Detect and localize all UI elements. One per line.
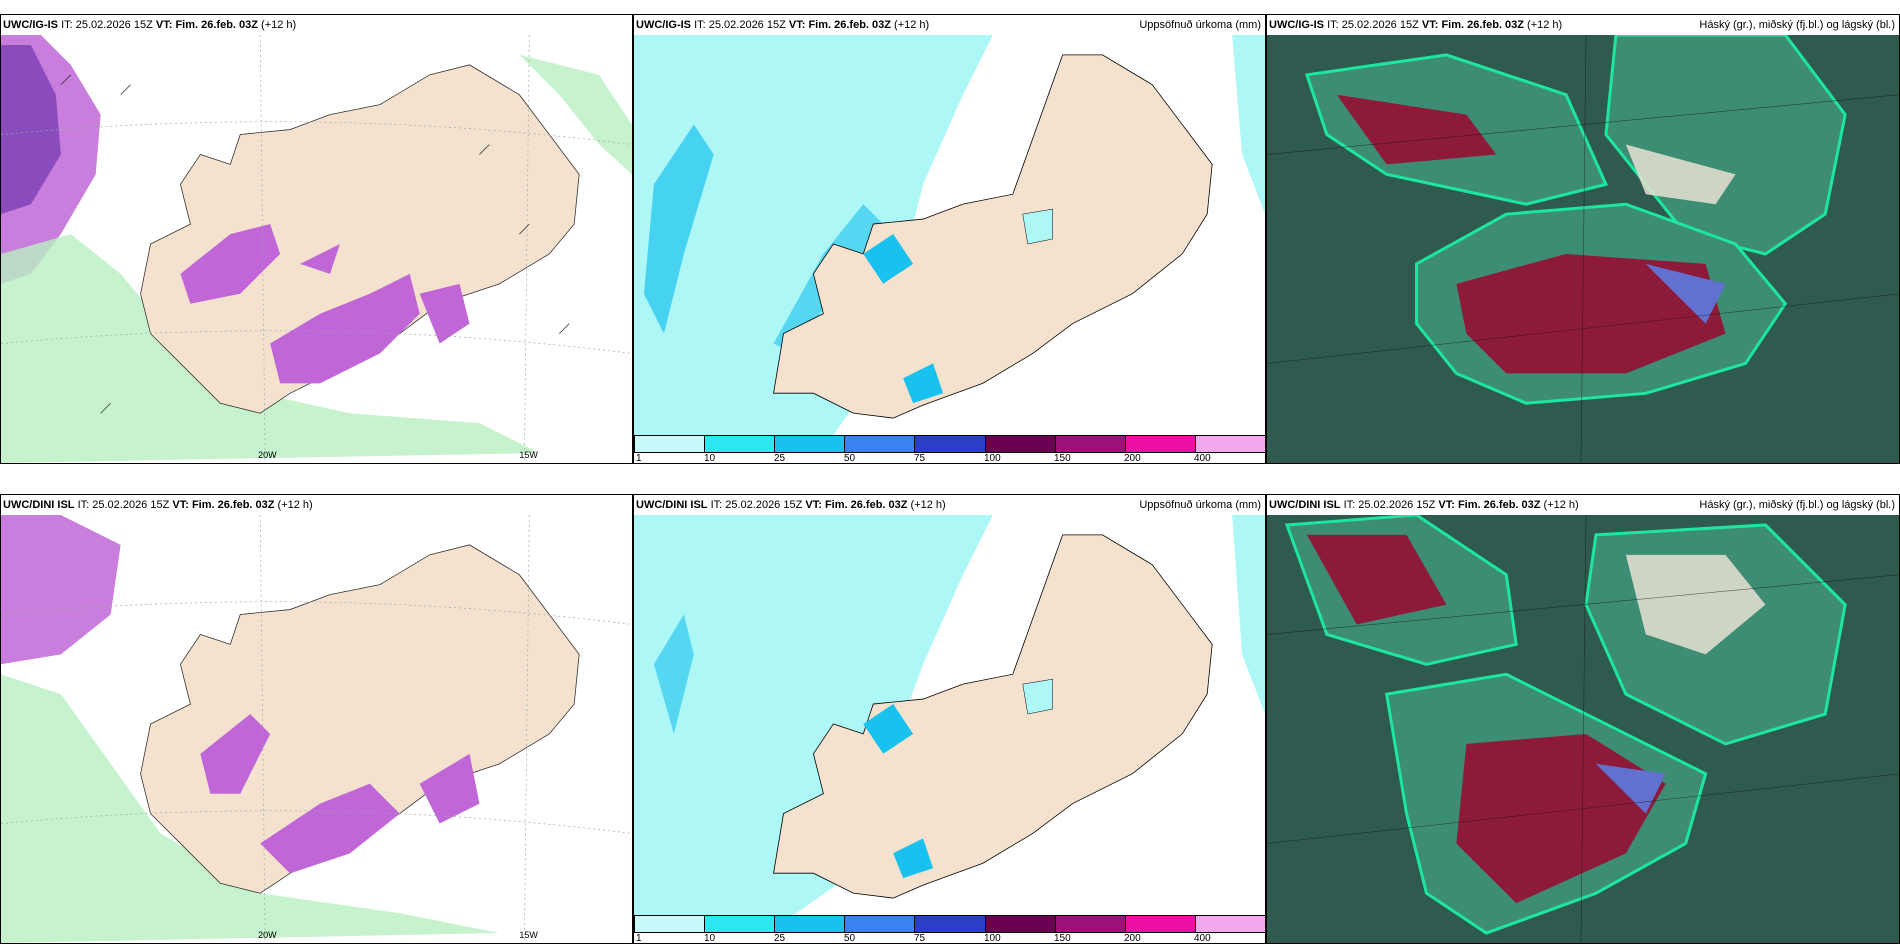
panel-header: UWC/IG-IS IT: 25.02.2026 15Z VT: Fim. 26… bbox=[634, 15, 1265, 35]
legend-tick: 75 bbox=[914, 933, 926, 944]
panel-wind-bottom: UWC/DINI ISL IT: 25.02.2026 15Z VT: Fim.… bbox=[0, 494, 633, 944]
iceland-landmass bbox=[140, 544, 580, 894]
precip-legend-bar bbox=[634, 915, 1265, 933]
legend-tick: 25 bbox=[774, 453, 786, 464]
panel-header: UWC/DINI ISL IT: 25.02.2026 15Z VT: Fim.… bbox=[1267, 495, 1899, 515]
legend-tick: 50 bbox=[844, 933, 856, 944]
legend-tick: 400 bbox=[1194, 453, 1211, 464]
panel-precip-bottom: UWC/DINI ISL IT: 25.02.2026 15Z VT: Fim.… bbox=[633, 494, 1266, 944]
cloud-map[interactable] bbox=[1267, 35, 1899, 463]
legend-tick: 100 bbox=[984, 933, 1001, 944]
panel-clouds-top: UWC/IG-IS IT: 25.02.2026 15Z VT: Fim. 26… bbox=[1266, 14, 1900, 464]
lon-label-15w: 15W bbox=[519, 450, 538, 460]
precip-map[interactable] bbox=[634, 35, 1265, 435]
panel-title: Uppsöfnuð úrkoma (mm) bbox=[1139, 19, 1261, 31]
legend-tick: 400 bbox=[1194, 933, 1211, 944]
iceland-landmass bbox=[773, 534, 1213, 899]
precip-legend-bar bbox=[634, 435, 1265, 453]
panel-precip-top: UWC/IG-IS IT: 25.02.2026 15Z VT: Fim. 26… bbox=[633, 14, 1266, 464]
legend-tick: 100 bbox=[984, 453, 1001, 464]
legend-tick: 200 bbox=[1124, 933, 1141, 944]
panel-wind-top: UWC/IG-IS IT: 25.02.2026 15Z VT: Fim. 26… bbox=[0, 14, 633, 464]
legend-tick: 10 bbox=[704, 453, 716, 464]
wind-precip-map[interactable]: 20W 15W bbox=[1, 515, 632, 943]
iceland-landmass bbox=[773, 54, 1213, 419]
legend-tick: 25 bbox=[774, 933, 786, 944]
legend-tick: 1 bbox=[636, 453, 642, 464]
legend-tick: 150 bbox=[1054, 933, 1071, 944]
panel-title: Uppsöfnuð úrkoma (mm) bbox=[1139, 499, 1261, 511]
panel-header: UWC/DINI ISL IT: 25.02.2026 15Z VT: Fim.… bbox=[634, 495, 1265, 515]
legend-tick: 10 bbox=[704, 933, 716, 944]
panel-clouds-bottom: UWC/DINI ISL IT: 25.02.2026 15Z VT: Fim.… bbox=[1266, 494, 1900, 944]
panel-header: UWC/IG-IS IT: 25.02.2026 15Z VT: Fim. 26… bbox=[1267, 15, 1899, 35]
lon-label-20w: 20W bbox=[258, 450, 277, 460]
legend-tick: 50 bbox=[844, 453, 856, 464]
lon-label-20w: 20W bbox=[258, 930, 277, 940]
precip-legend: 1 10 25 50 75 100 150 200 400 bbox=[634, 435, 1265, 463]
panel-header: UWC/DINI ISL IT: 25.02.2026 15Z VT: Fim.… bbox=[1, 495, 632, 515]
wind-precip-map[interactable]: 20W 15W bbox=[1, 35, 632, 463]
panel-header: UWC/IG-IS IT: 25.02.2026 15Z VT: Fim. 26… bbox=[1, 15, 632, 35]
legend-tick: 150 bbox=[1054, 453, 1071, 464]
iceland-landmass bbox=[140, 64, 580, 414]
legend-tick: 75 bbox=[914, 453, 926, 464]
lon-label-15w: 15W bbox=[519, 930, 538, 940]
panel-title: Háský (gr.), miðský (fj.bl.) og lágský (… bbox=[1699, 19, 1895, 31]
legend-tick: 200 bbox=[1124, 453, 1141, 464]
precip-legend: 1 10 25 50 75 100 150 200 400 bbox=[634, 915, 1265, 943]
cloud-map[interactable] bbox=[1267, 515, 1899, 943]
panel-title: Háský (gr.), miðský (fj.bl.) og lágský (… bbox=[1699, 499, 1895, 511]
legend-tick: 1 bbox=[636, 933, 642, 944]
precip-map[interactable] bbox=[634, 515, 1265, 915]
